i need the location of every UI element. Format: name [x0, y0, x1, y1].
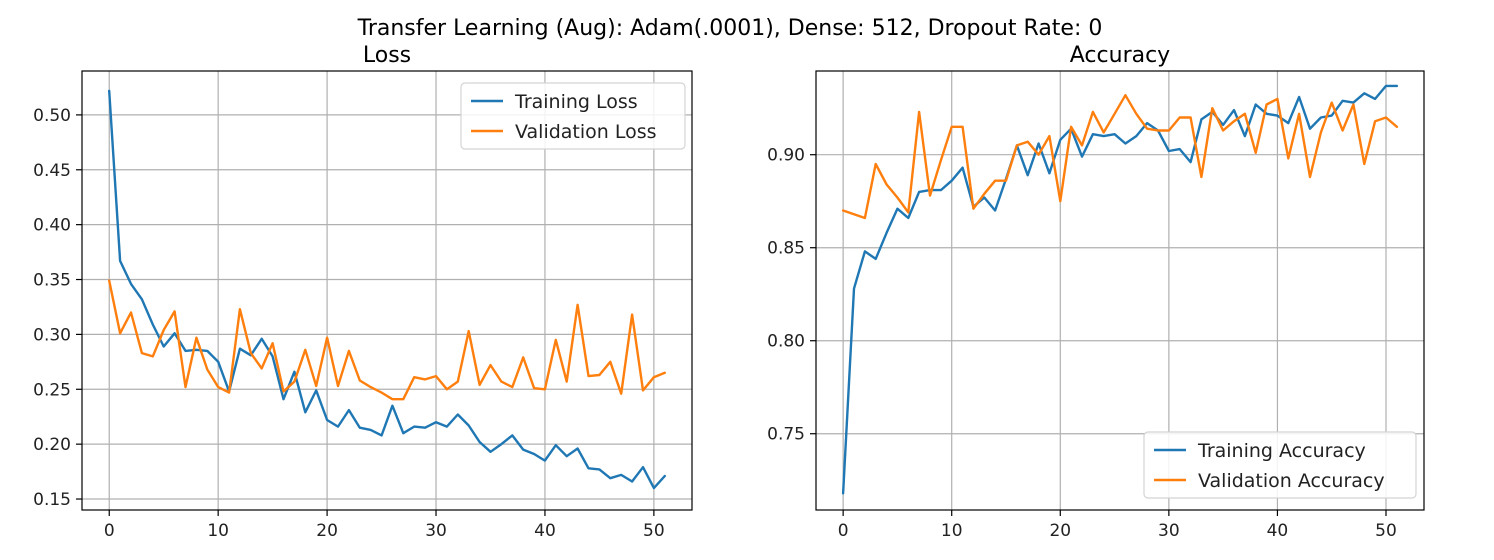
chart-title: Loss: [363, 43, 411, 68]
axes-frame: [81, 70, 693, 511]
legend-label: Training Loss: [514, 91, 638, 113]
x-tick-label: 30: [1158, 521, 1180, 541]
x-tick-label: 40: [1267, 521, 1289, 541]
y-tick-label: 0.35: [33, 271, 71, 291]
x-tick-label: 20: [316, 521, 338, 541]
x-tick-label: 0: [838, 521, 849, 541]
legend-label: Training Accuracy: [1197, 440, 1366, 462]
x-tick-label: 20: [1049, 521, 1071, 541]
legend-label: Validation Loss: [515, 121, 657, 143]
y-tick-label: 0.25: [33, 380, 71, 400]
series-line-validation-loss: [107, 279, 666, 401]
legend: Training Accuracy Validation Accuracy: [1143, 431, 1417, 499]
chart-title: Accuracy: [1070, 43, 1170, 68]
legend-box: [460, 82, 686, 150]
y-tick-label: 0.20: [33, 435, 71, 455]
y-tick-label: 0.50: [33, 106, 71, 126]
series-line-validation-accuracy: [841, 93, 1399, 220]
chart-panel-0: Loss 0 10 20 30 40 50 0.15 0.20 0.25 0.30 0.35 0.40 0…: [33, 43, 693, 541]
x-tick-label: 30: [425, 521, 447, 541]
y-tick-label: 0.30: [33, 325, 71, 345]
legend-label: Validation Accuracy: [1198, 470, 1385, 492]
figure-suptitle: Transfer Learning (Aug): Adam(.0001), De…: [357, 16, 1103, 41]
x-tick-label: 50: [1375, 521, 1397, 541]
legend-box: [1143, 431, 1417, 499]
y-tick-label: 0.85: [767, 239, 805, 259]
y-tick-label: 0.45: [33, 161, 71, 181]
y-tick-label: 0.15: [33, 490, 71, 510]
axes-frame: [815, 70, 1425, 511]
y-tick-label: 0.90: [767, 146, 805, 166]
x-tick-label: 50: [643, 521, 665, 541]
series-line-training-accuracy: [841, 84, 1399, 495]
x-tick-label: 40: [534, 521, 556, 541]
x-tick-label: 10: [941, 521, 963, 541]
y-tick-label: 0.80: [767, 332, 805, 352]
legend: Training Loss Validation Loss: [460, 82, 686, 150]
chart-panel-1: Accuracy 0 10 20 30 40 50 0.75 0.80 0.85 0.90 Train…: [767, 43, 1425, 541]
x-tick-label: 0: [104, 521, 115, 541]
series-line-training-loss: [107, 89, 666, 490]
x-tick-label: 10: [207, 521, 229, 541]
y-tick-label: 0.75: [767, 425, 805, 445]
y-tick-label: 0.40: [33, 216, 71, 236]
